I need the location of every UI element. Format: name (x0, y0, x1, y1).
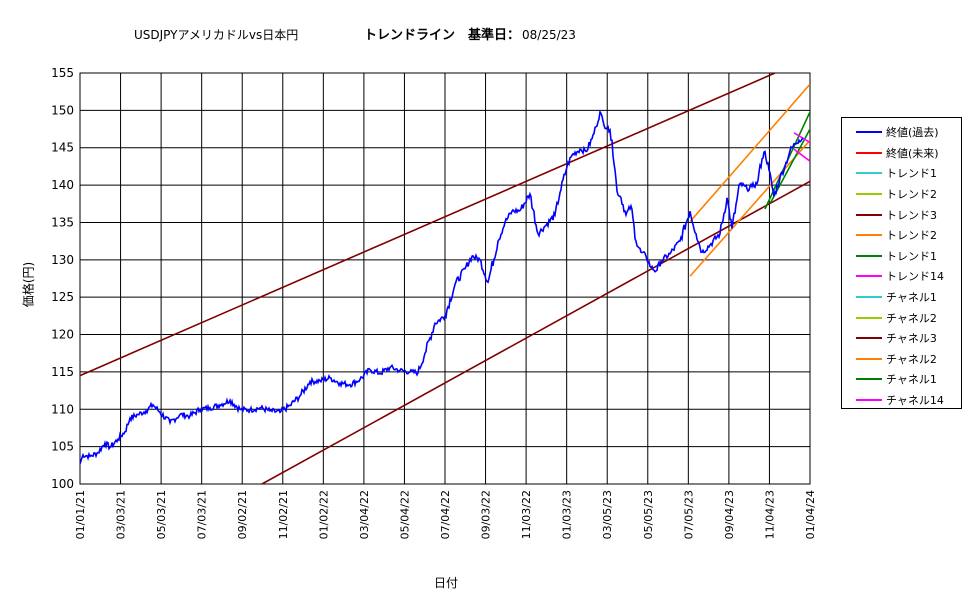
legend-label: トレンド2 (886, 188, 937, 202)
legend-swatch (856, 254, 882, 257)
x-tick-label: 03/05/23 (601, 490, 614, 539)
y-tick-labels: 100 105 110 115 120 125 130 135 140 145 150 155 (51, 66, 74, 491)
y-tick-label: 130 (51, 253, 74, 267)
legend-swatch (856, 296, 882, 299)
trend-line (689, 83, 810, 223)
x-tick-label: 05/03/21 (155, 490, 168, 539)
x-tick-label: 05/04/22 (398, 490, 411, 539)
legend-swatch (856, 172, 882, 175)
legend-item: トレンド1 (842, 163, 961, 184)
chart-title-date: 08/25/23 (522, 28, 576, 42)
x-tick-label: 01/02/22 (317, 490, 330, 539)
y-axis-label: 価格(円) (21, 261, 36, 308)
legend-item: チャネル2 (842, 307, 961, 328)
x-tick-label: 05/05/23 (642, 490, 655, 539)
x-tick-label: 09/04/23 (723, 490, 736, 539)
legend-label: 終値(過去) (886, 126, 939, 140)
grid-lines (79, 72, 811, 485)
legend-label: トレンド1 (886, 167, 937, 181)
y-tick-label: 145 (51, 141, 74, 155)
legend: 終値(過去) 終値(未来) トレンド1 トレンド2 トレンド3 トレンド2 トレンド1 トレン… (841, 117, 962, 409)
y-tick-label: 150 (51, 103, 74, 117)
y-tick-label: 155 (51, 66, 74, 80)
legend-swatch (856, 193, 882, 196)
legend-label: チャネル1 (886, 291, 937, 305)
trend-line (261, 180, 810, 484)
x-tick-label: 01/01/21 (74, 490, 87, 539)
legend-item: トレンド2 (842, 225, 961, 246)
x-tick-label: 07/05/23 (682, 490, 695, 539)
legend-swatch (856, 399, 882, 402)
price-series-line (80, 109, 804, 465)
x-tick-label: 11/04/23 (763, 490, 776, 539)
legend-label: トレンド2 (886, 229, 937, 243)
x-tick-label: 01/04/24 (804, 490, 817, 539)
legend-item: チャネル14 (842, 390, 961, 411)
legend-swatch (856, 378, 882, 381)
legend-label: 終値(未来) (886, 146, 939, 160)
x-tick-label: 01/03/23 (561, 490, 574, 539)
chart-title-trendline: トレンドライン 基準日： (364, 28, 521, 43)
x-tick-label: 03/03/21 (115, 490, 128, 539)
y-tick-label: 105 (51, 440, 74, 454)
chart-title-right: トレンドライン 基準日： 08/25/23 (364, 24, 576, 43)
legend-swatch (856, 234, 882, 237)
x-tick-label: 11/03/22 (520, 490, 533, 539)
legend-label: チャネル3 (886, 332, 937, 346)
legend-swatch (856, 213, 882, 216)
legend-item: トレンド1 (842, 246, 961, 267)
x-tick-label: 09/03/22 (480, 490, 493, 539)
legend-label: トレンド3 (886, 208, 937, 222)
legend-swatch (856, 151, 882, 154)
legend-item: トレンド2 (842, 184, 961, 205)
legend-label: チャネル1 (886, 373, 937, 387)
legend-item: チャネル3 (842, 328, 961, 349)
trend-line (769, 127, 810, 205)
legend-label: チャネル2 (886, 352, 937, 366)
legend-swatch (856, 131, 882, 134)
legend-swatch (856, 316, 882, 319)
chart-title-left: USDJPYアメリカドルvs日本円 (134, 28, 299, 42)
legend-label: チャネル2 (886, 311, 937, 325)
y-tick-label: 125 (51, 290, 74, 304)
y-tick-label: 110 (51, 402, 74, 416)
x-tick-label: 11/02/21 (277, 490, 290, 539)
trend-line (689, 139, 810, 277)
legend-item: チャネル1 (842, 369, 961, 390)
y-tick-label: 100 (51, 477, 74, 491)
legend-label: トレンド1 (886, 249, 937, 263)
x-tick-label: 09/02/21 (236, 490, 249, 539)
legend-item: トレンド14 (842, 266, 961, 287)
legend-item: 終値(未来) (842, 143, 961, 164)
legend-swatch (856, 337, 882, 340)
x-axis-label: 日付 (434, 576, 459, 590)
x-tick-label: 03/04/22 (358, 490, 371, 539)
legend-item: トレンド3 (842, 204, 961, 225)
legend-label: チャネル14 (886, 394, 944, 408)
legend-item: 終値(過去) (842, 122, 961, 143)
trend-line (793, 132, 810, 144)
y-tick-label: 140 (51, 178, 74, 192)
legend-swatch (856, 275, 882, 278)
x-tick-label: 07/03/21 (196, 490, 209, 539)
x-tick-labels: 01/01/21 03/03/21 05/03/21 07/03/21 09/02/21… (74, 490, 817, 539)
legend-swatch (856, 357, 882, 360)
trend-line (80, 73, 776, 377)
y-tick-label: 135 (51, 215, 74, 229)
legend-label: トレンド14 (886, 270, 944, 284)
x-tick-label: 07/04/22 (439, 490, 452, 539)
legend-item: チャネル2 (842, 349, 961, 370)
trend-line (764, 109, 810, 210)
y-tick-label: 115 (51, 365, 74, 379)
legend-item: チャネル1 (842, 287, 961, 308)
trend-line (793, 148, 810, 162)
y-tick-label: 120 (51, 328, 74, 342)
plot-lines (80, 73, 810, 484)
